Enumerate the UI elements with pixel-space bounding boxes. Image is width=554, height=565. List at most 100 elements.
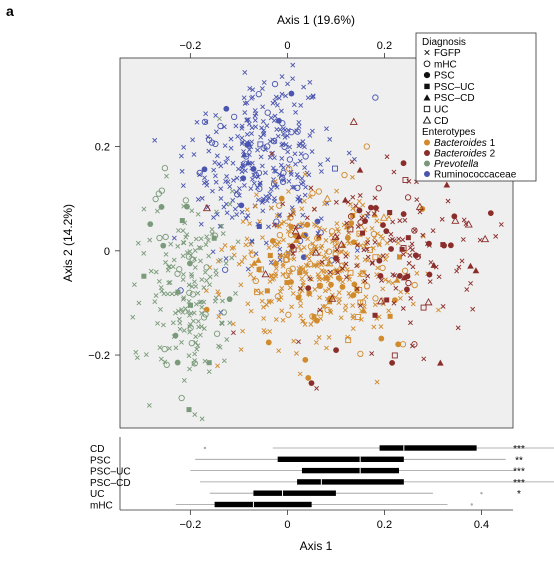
data-point: [187, 249, 193, 254]
data-point: [463, 221, 469, 227]
data-point: [263, 147, 268, 153]
data-point: [191, 152, 197, 157]
data-point: [397, 254, 403, 260]
data-point: [272, 113, 278, 119]
data-point: [317, 162, 323, 167]
data-point: [223, 159, 229, 165]
data-point: [227, 320, 233, 326]
data-point: [326, 261, 332, 267]
data-point: [211, 232, 219, 239]
data-point: [346, 230, 352, 236]
box-outlier: [470, 503, 473, 506]
data-point: [419, 206, 426, 212]
data-point: [252, 113, 258, 119]
data-point: [199, 304, 205, 310]
data-point: [260, 144, 267, 151]
data-point: [163, 260, 168, 265]
data-point: [391, 238, 397, 244]
data-point: [193, 301, 199, 307]
box-row: UC *: [90, 489, 521, 500]
data-point: [267, 154, 273, 160]
data-point: [297, 197, 303, 203]
data-point: [285, 81, 290, 87]
data-point: [304, 221, 311, 228]
data-point: [398, 289, 404, 295]
data-point: [209, 231, 215, 237]
data-point: [414, 270, 420, 276]
data-point: [218, 186, 224, 192]
data-point: [411, 227, 418, 234]
legend-diagnosis-label: UC: [434, 105, 448, 116]
data-point: [459, 258, 465, 264]
data-point: [165, 291, 171, 297]
data-point: [293, 161, 298, 167]
data-point: [196, 324, 202, 330]
data-point: [206, 360, 212, 366]
data-point: [161, 164, 169, 172]
data-point: [269, 238, 276, 244]
data-point: [332, 268, 338, 274]
data-point: [372, 295, 379, 302]
data-point: [282, 134, 288, 140]
data-point: [306, 260, 314, 268]
data-point: [392, 273, 398, 278]
data-point: [288, 212, 294, 218]
data-point: [261, 316, 267, 321]
data-point: [266, 299, 272, 305]
data-point: [248, 249, 254, 255]
data-point: [162, 359, 168, 365]
data-point: [344, 220, 350, 226]
data-point: [156, 234, 163, 242]
data-point: [346, 290, 352, 296]
data-point: [388, 246, 394, 252]
data-point: [271, 80, 279, 88]
data-point: [322, 288, 328, 294]
data-point: [260, 104, 266, 110]
data-point: [174, 359, 181, 366]
data-point: [302, 153, 309, 160]
data-point: [171, 257, 177, 263]
data-point: [141, 250, 147, 256]
data-point: [312, 287, 318, 292]
data-point: [324, 255, 330, 261]
data-point: [279, 220, 284, 226]
data-point: [214, 153, 220, 159]
data-point: [269, 298, 274, 304]
data-point: [289, 243, 296, 250]
data-point: [311, 206, 317, 212]
data-point: [374, 379, 380, 385]
data-point: [372, 312, 378, 318]
data-point: [300, 139, 306, 145]
data-point: [245, 301, 251, 307]
data-point: [256, 223, 262, 229]
box-plot-x-ticks: −0.2 0 0.2 0.4: [179, 510, 489, 531]
data-point: [356, 166, 364, 173]
box-iqr: [214, 501, 312, 508]
legend-diagnosis-label: PSC: [434, 71, 455, 82]
data-point: [272, 138, 278, 144]
data-point: [250, 259, 258, 266]
data-point: [174, 270, 181, 277]
data-point: [226, 296, 233, 303]
data-point: [311, 248, 320, 256]
data-point: [155, 320, 160, 326]
data-point: [318, 245, 324, 251]
legend-enterotype-label: Prevotella: [434, 159, 479, 170]
data-point: [175, 228, 181, 233]
data-point: [161, 291, 167, 297]
data-point: [372, 235, 377, 241]
data-point: [389, 359, 396, 366]
data-point: [244, 207, 250, 213]
data-point: [267, 191, 273, 197]
data-point: [250, 94, 255, 100]
data-point: [215, 289, 221, 295]
data-point: [274, 213, 280, 218]
data-point: [193, 334, 199, 340]
data-point: [302, 165, 308, 170]
legend-enterotypes-title: Enterotypes: [422, 127, 475, 138]
data-point: [338, 248, 344, 254]
data-point: [184, 203, 190, 210]
data-point: [309, 128, 315, 134]
data-point: [254, 289, 261, 296]
